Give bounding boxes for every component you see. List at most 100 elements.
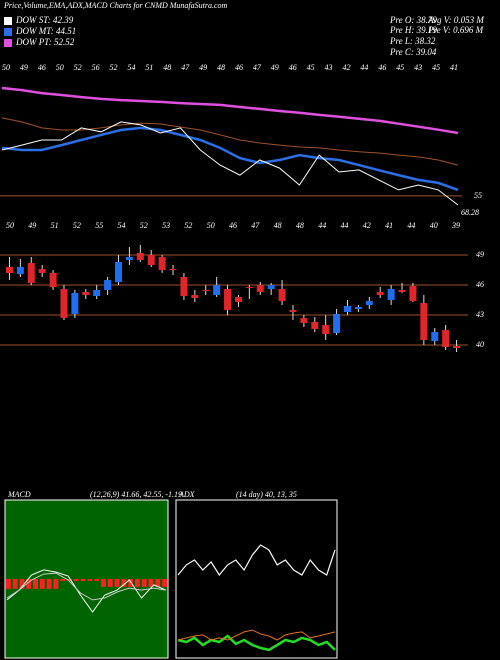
stat: Pre V: 0.696 M	[427, 25, 484, 35]
candle-body	[5, 267, 13, 273]
price-label: 54	[118, 221, 126, 230]
histogram-bar	[39, 579, 45, 589]
candle-body	[16, 267, 24, 274]
price-label: 45	[396, 63, 404, 72]
price-label: 42	[363, 221, 371, 230]
histogram-bar	[162, 579, 167, 587]
price-label: 43	[325, 63, 333, 72]
price-label: 49	[28, 221, 36, 230]
histogram-bar	[155, 579, 161, 587]
histogram-bar	[6, 579, 11, 589]
histogram-bar	[46, 579, 52, 589]
candle-body	[420, 303, 428, 340]
histogram-bar	[121, 579, 127, 587]
panel-subtitle: (12,26,9) 41.66, 42.55, -1.19	[90, 490, 182, 499]
price-label: 52	[110, 63, 118, 72]
price-label: 42	[342, 63, 350, 72]
y-tick-label: 55	[474, 191, 482, 200]
y-tick-label: 49	[476, 250, 484, 259]
candle-body	[431, 332, 439, 341]
y-tick-label: 40	[476, 340, 484, 349]
candle-body	[49, 273, 57, 287]
candle-body	[267, 285, 275, 289]
candle-body	[376, 292, 384, 295]
candle-body	[169, 269, 177, 270]
histogram-bar	[73, 579, 79, 581]
histogram-bar	[12, 579, 18, 589]
panel	[175, 499, 338, 659]
candle-body	[82, 292, 90, 295]
candle-body	[158, 257, 166, 270]
legend-swatch	[4, 17, 12, 25]
candle-body	[311, 322, 319, 329]
price-label: 47	[181, 63, 190, 72]
price-label: 46	[235, 63, 243, 72]
histogram-bar	[26, 579, 32, 589]
histogram-bar	[80, 579, 86, 581]
candle-body	[125, 257, 133, 260]
candle-body	[38, 269, 46, 273]
histogram-bar	[67, 579, 72, 581]
price-label: 50	[207, 221, 215, 230]
candle-body	[180, 277, 188, 296]
histogram-bar	[148, 579, 154, 587]
price-label: 49	[20, 63, 28, 72]
y-tick-label: 46	[476, 280, 484, 289]
stat: Avg V: 0.053 M	[427, 15, 484, 25]
series-line	[177, 634, 336, 652]
candle-body	[60, 289, 68, 318]
legend-label: DOW PT: 52.52	[15, 37, 75, 47]
candle-body	[115, 262, 122, 282]
candle-body	[333, 314, 341, 333]
legend-swatch	[4, 39, 12, 47]
price-label: 46	[229, 221, 237, 230]
candle-body	[136, 253, 144, 260]
price-label: 52	[73, 221, 81, 230]
price-label: 48	[274, 221, 282, 230]
histogram-bar	[128, 579, 134, 587]
price-label: 46	[289, 63, 297, 72]
candle-body	[213, 285, 221, 295]
histogram-bar	[19, 579, 25, 589]
price-label: 46	[38, 63, 46, 72]
candle-body	[191, 295, 199, 298]
page-title: Price,Volume,EMA,ADX,MACD Charts for CNM…	[3, 1, 228, 10]
price-label: 52	[140, 221, 148, 230]
price-label: 45	[432, 63, 440, 72]
panel-title: MACD	[7, 490, 31, 499]
price-label: 51	[51, 221, 59, 230]
histogram-bar	[53, 579, 59, 589]
price-label: 52	[74, 63, 82, 72]
legend-label: DOW MT: 44.51	[15, 26, 76, 36]
candle-body	[71, 293, 79, 314]
price-label: 53	[162, 221, 170, 230]
histogram-bar	[114, 579, 120, 587]
price-label: 54	[127, 63, 135, 72]
candle-body	[365, 301, 373, 305]
candle-body	[245, 287, 253, 288]
candle-body	[354, 307, 362, 309]
legend-label: DOW ST: 42.39	[15, 15, 74, 25]
y-tick-label: 43	[476, 310, 484, 319]
candle-body	[202, 290, 210, 291]
series-line	[6, 569, 167, 613]
candle-body	[224, 289, 232, 310]
series-line	[1, 121, 459, 206]
histogram-bar	[60, 579, 66, 581]
candle-body	[442, 330, 450, 347]
candle-body	[409, 286, 417, 301]
price-label: 47	[251, 221, 260, 230]
candle-body	[344, 306, 351, 312]
histogram-bar	[107, 579, 113, 587]
price-label: 47	[253, 63, 262, 72]
panel-subtitle: (14 day) 40, 13, 35	[236, 490, 297, 499]
price-label: 44	[360, 63, 368, 72]
candle-body	[104, 280, 112, 290]
series-line	[1, 86, 459, 135]
stat: Pre L: 38.32	[389, 36, 436, 46]
price-label: 48	[163, 63, 171, 72]
histogram-bar	[101, 579, 106, 587]
legend-swatch	[4, 28, 12, 36]
panel-title: ADX	[178, 490, 196, 499]
histogram-bar	[94, 579, 100, 581]
